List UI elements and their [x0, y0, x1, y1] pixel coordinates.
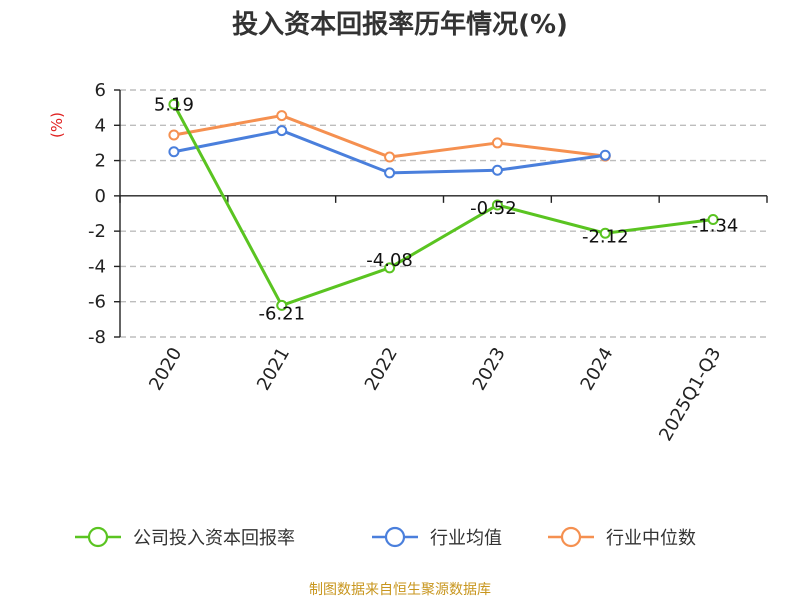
legend-label: 行业中位数	[606, 528, 696, 549]
y-tick-label: -8	[88, 327, 106, 348]
data-point	[276, 299, 288, 311]
data-point	[491, 164, 503, 176]
data-point	[168, 146, 180, 158]
data-point	[491, 137, 503, 149]
data-point	[168, 98, 180, 110]
legend-swatch-marker	[560, 526, 582, 548]
legend-swatch-marker	[87, 526, 109, 548]
legend-item-1[interactable]: 行业均值	[372, 526, 502, 549]
legend-label: 行业均值	[430, 528, 502, 549]
y-tick-label: -6	[88, 292, 106, 313]
data-point	[384, 262, 396, 274]
x-tick-label: 2025Q1-Q3	[655, 344, 725, 445]
y-axis-unit: (%)	[48, 112, 66, 138]
data-point	[599, 149, 611, 161]
data-point	[168, 129, 180, 141]
x-tick-label: 2021	[253, 344, 294, 394]
legend-label: 公司投入资本回报率	[133, 528, 295, 549]
y-tick-label: 4	[95, 115, 106, 136]
data-label: -6.21	[258, 303, 305, 324]
legend-item-0[interactable]: 公司投入资本回报率	[75, 526, 295, 549]
data-point	[384, 167, 396, 179]
data-label: -4.08	[366, 250, 413, 271]
y-tick-label: -4	[88, 256, 106, 277]
data-point	[276, 125, 288, 137]
data-label: -0.52	[470, 198, 517, 219]
series-line-0	[172, 103, 714, 307]
data-point	[384, 151, 396, 163]
data-point	[491, 199, 503, 211]
y-tick-label: 6	[95, 80, 106, 101]
data-point	[707, 213, 719, 225]
legend[interactable]: 公司投入资本回报率 行业均值 行业中位数	[75, 526, 696, 549]
y-tick-label: 2	[95, 151, 106, 172]
data-labels: 5.19 -6.21 -4.08 -0.52 -2.12 -1.34	[154, 94, 738, 324]
series-lines	[168, 98, 719, 311]
chart-title: 投入资本回报率历年情况(%)	[232, 9, 568, 40]
x-tick-label: 2020	[145, 344, 186, 394]
x-tick-label: 2024	[576, 344, 617, 394]
y-tick-label: -2	[88, 221, 106, 242]
legend-item-2[interactable]: 行业中位数	[548, 526, 696, 549]
data-point	[599, 227, 611, 239]
y-tick-label: 0	[95, 186, 106, 207]
data-point	[276, 110, 288, 122]
data-label: -1.34	[692, 215, 739, 236]
grid-lines	[120, 89, 767, 338]
series-line-2	[173, 114, 606, 159]
x-tick-label: 2023	[469, 344, 510, 394]
legend-swatch-marker	[384, 526, 406, 548]
x-tick-label: 2022	[361, 344, 402, 394]
data-label: -2.12	[582, 226, 629, 247]
source-note: 制图数据来自恒生聚源数据库	[309, 582, 491, 598]
data-label: 5.19	[154, 94, 194, 115]
